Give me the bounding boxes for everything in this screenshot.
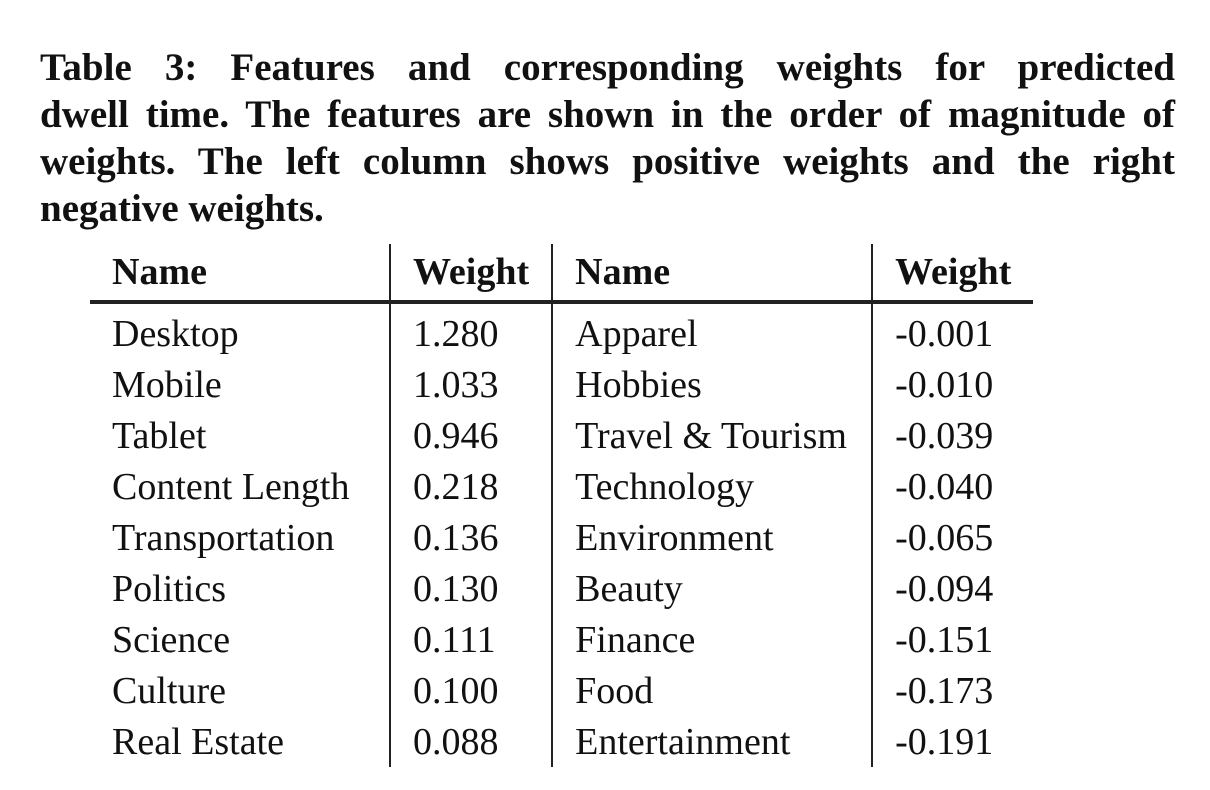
cell-weight-positive: 0.218 — [390, 461, 554, 512]
cell-name-positive: Transportation — [90, 512, 391, 563]
cell-name-negative: Finance — [552, 614, 874, 665]
table-row: Mobile 1.033 Hobbies -0.010 — [90, 359, 1033, 410]
cell-weight-positive: 1.033 — [390, 359, 554, 410]
header-double-rule — [90, 300, 1034, 304]
cell-name-positive: Science — [90, 614, 391, 665]
cell-weight-positive: 0.088 — [390, 716, 554, 767]
cell-weight-negative: -0.039 — [895, 414, 994, 457]
table-caption: Table 3: Features and corresponding weig… — [40, 44, 1175, 232]
cell-weight-negative: -0.040 — [895, 465, 994, 508]
cell-weight-positive: 0.111 — [390, 614, 554, 665]
cell-name-negative: Apparel — [552, 308, 874, 359]
table-row: Politics 0.130 Beauty -0.094 — [90, 563, 1033, 614]
table-row: Content Length 0.218 Technology -0.040 — [90, 461, 1033, 512]
cell-name-positive: Content Length — [90, 461, 391, 512]
cell-weight-negative: -0.065 — [895, 516, 994, 559]
cell-name-negative: Technology — [552, 461, 874, 512]
table-row: Real Estate 0.088 Entertainment -0.191 — [90, 716, 1033, 767]
cell-name-positive: Mobile — [90, 359, 391, 410]
table-body: Desktop 1.280 Apparel -0.001 Mobile 1.033 Hobb… — [90, 308, 1033, 767]
cell-weight-negative: -0.094 — [895, 567, 994, 610]
header-weight-positive: Weight — [390, 244, 554, 301]
table-row: Transportation 0.136 Environment -0.065 — [90, 512, 1033, 563]
weights-table-container: Name Weight Name Weight Desktop 1.280 Appa… — [90, 244, 1034, 767]
table-row: Science 0.111 Finance -0.151 — [90, 614, 1033, 665]
caption-line: Table 3: Features and corresponding weig… — [40, 46, 1175, 89]
cell-name-positive: Desktop — [90, 308, 391, 359]
caption-line: negative weights. — [40, 187, 324, 230]
table-row: Culture 0.100 Food -0.173 — [90, 665, 1033, 716]
cell-name-negative: Travel & Tourism — [552, 410, 874, 461]
cell-weight-positive: 1.280 — [390, 308, 554, 359]
table-header-row: Name Weight Name Weight — [90, 244, 1033, 301]
header-weight-negative: Weight — [895, 251, 1012, 293]
caption-line: weights. The left column shows positive … — [40, 140, 1175, 183]
cell-weight-negative: -0.173 — [895, 669, 994, 712]
cell-weight-negative: -0.001 — [895, 312, 994, 355]
cell-weight-positive: 0.130 — [390, 563, 554, 614]
cell-name-negative: Entertainment — [552, 716, 874, 767]
caption-line: dwell time. The features are shown in th… — [40, 93, 1175, 136]
cell-weight-negative: -0.151 — [895, 618, 994, 661]
cell-name-positive: Real Estate — [90, 716, 391, 767]
table-row: Desktop 1.280 Apparel -0.001 — [90, 308, 1033, 359]
cell-name-negative: Beauty — [552, 563, 874, 614]
cell-weight-positive: 0.136 — [390, 512, 554, 563]
cell-name-positive: Culture — [90, 665, 391, 716]
cell-weight-positive: 0.100 — [390, 665, 554, 716]
cell-name-positive: Tablet — [90, 410, 391, 461]
cell-weight-negative: -0.010 — [895, 363, 994, 406]
cell-name-positive: Politics — [90, 563, 391, 614]
cell-weight-negative: -0.191 — [895, 720, 994, 763]
cell-name-negative: Food — [552, 665, 874, 716]
header-name-negative: Name — [552, 244, 874, 301]
cell-name-negative: Environment — [552, 512, 874, 563]
header-name-positive: Name — [90, 244, 391, 301]
cell-weight-positive: 0.946 — [390, 410, 554, 461]
table-row: Tablet 0.946 Travel & Tourism -0.039 — [90, 410, 1033, 461]
cell-name-negative: Hobbies — [552, 359, 874, 410]
weights-table: Name Weight Name Weight Desktop 1.280 Appa… — [90, 244, 1034, 767]
